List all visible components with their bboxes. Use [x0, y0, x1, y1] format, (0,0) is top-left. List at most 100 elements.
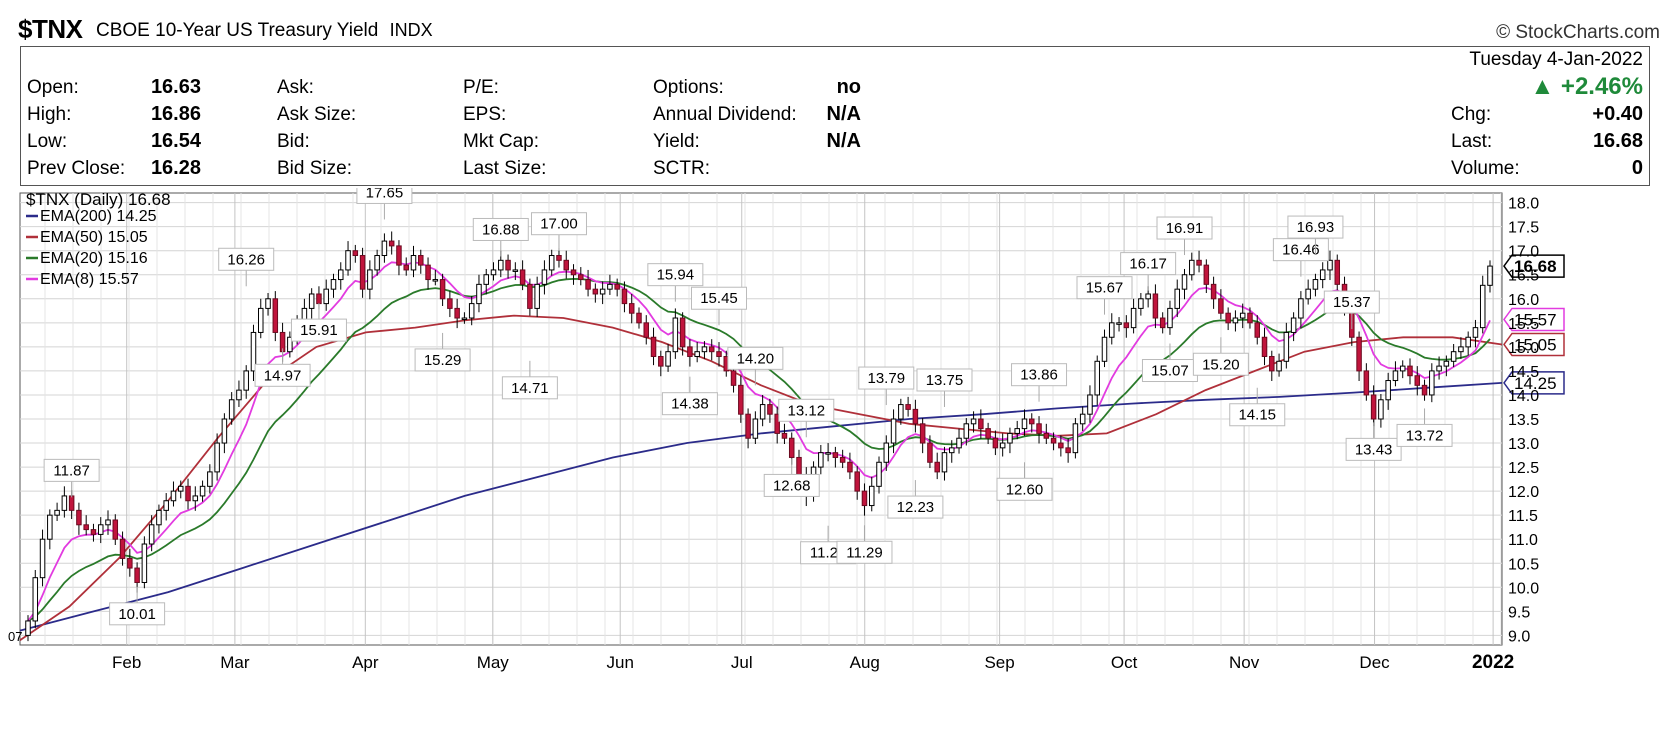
last-value-tag: 15.57 — [1503, 307, 1565, 332]
candle — [1152, 293, 1159, 319]
candle — [658, 355, 664, 367]
candle — [1276, 360, 1282, 372]
annotation-label: 14.71 — [511, 380, 549, 397]
candle — [738, 384, 744, 415]
last-value-tag: 16.68 — [1503, 254, 1565, 278]
annotation-box — [472, 217, 529, 241]
last-value-tag-label: 16.68 — [1514, 257, 1557, 276]
candle — [1392, 370, 1399, 382]
candle — [134, 567, 140, 583]
candle — [1159, 317, 1166, 329]
candle — [418, 255, 424, 266]
candle — [796, 456, 802, 478]
annotation-label: 15.37 — [1333, 294, 1371, 311]
candle — [636, 312, 642, 324]
candle — [461, 317, 468, 321]
candle — [1261, 336, 1268, 357]
x-tick-label: Jul — [731, 653, 753, 672]
candle — [1065, 447, 1071, 454]
candle — [345, 250, 351, 271]
annotation-box — [218, 247, 275, 271]
candle — [265, 298, 271, 309]
candle — [388, 240, 395, 247]
candle — [250, 331, 257, 372]
candle — [1145, 293, 1151, 300]
candle — [956, 437, 962, 449]
annotation-box — [996, 477, 1053, 501]
annotation-label: 17.00 — [540, 216, 578, 233]
candle — [1414, 375, 1421, 386]
candles — [25, 231, 1493, 642]
y-tick-label: 16.0 — [1508, 292, 1539, 309]
candle — [272, 298, 279, 333]
candle — [1072, 423, 1079, 454]
candle — [701, 346, 708, 353]
candle — [1196, 259, 1202, 266]
annotation-box — [356, 188, 413, 204]
candle — [1399, 365, 1406, 372]
annotation-label: 13.43 — [1355, 441, 1393, 458]
candle — [119, 538, 126, 559]
security-full-name: CBOE 10-Year US Treasury Yield — [96, 20, 379, 41]
candle — [1465, 336, 1471, 348]
annotation-label: 13.79 — [868, 370, 906, 387]
annotation-label: 11.29 — [846, 544, 882, 561]
candle — [839, 456, 846, 463]
candle — [1225, 312, 1231, 324]
candle — [592, 288, 599, 295]
annotation-box — [727, 346, 784, 370]
candle — [316, 293, 322, 305]
y-tick-label: 13.5 — [1508, 412, 1539, 429]
candle — [1247, 312, 1253, 324]
candle — [1370, 394, 1377, 420]
y-tick-label: 12.5 — [1508, 460, 1539, 477]
candle — [490, 269, 497, 276]
candle — [1210, 283, 1217, 300]
candle — [519, 269, 526, 285]
edge-label: 07 — [8, 629, 22, 644]
candle — [323, 288, 329, 305]
candle — [214, 442, 220, 473]
candle — [1094, 360, 1100, 396]
candle — [1429, 370, 1435, 396]
ema200-line — [19, 382, 1503, 632]
candle — [948, 447, 955, 454]
chart-legend: $TNX (Daily) 16.68 EMA(200) 14.25 EMA(50)… — [26, 190, 171, 288]
price-chart[interactable]: 11.87 10.01 16.26 14.97 15.91 17.65 15.29 16.88… — [0, 188, 1670, 738]
percent-change: ▲ +2.46% — [1530, 73, 1644, 100]
x-tick-label: Dec — [1359, 653, 1390, 672]
x-tick-label: Nov — [1229, 653, 1260, 672]
volume-label: Volume: — [1451, 158, 1520, 179]
candle — [1189, 259, 1195, 276]
annotation-label: 17.65 — [366, 188, 404, 201]
candle — [1029, 418, 1035, 425]
stockcharts-brand[interactable]: © StockCharts.com — [1496, 22, 1660, 43]
mkt-cap-label: Mkt Cap: — [463, 131, 540, 152]
last-value-tag: 14.25 — [1503, 371, 1565, 395]
candle — [177, 485, 184, 492]
annotation-label: 15.20 — [1202, 356, 1240, 373]
candle — [599, 288, 606, 295]
y-tick-label: 9.5 — [1508, 604, 1530, 621]
annotation-box — [1011, 363, 1068, 387]
chg-label: Chg: — [1451, 104, 1492, 125]
annotation-label: 13.75 — [926, 372, 964, 389]
candle — [759, 404, 766, 420]
candle — [258, 307, 264, 333]
candle — [47, 514, 53, 540]
candle — [999, 442, 1006, 449]
candle — [970, 418, 977, 425]
candle — [570, 269, 577, 276]
candle — [643, 322, 650, 338]
candle — [54, 509, 60, 516]
x-tick-label: May — [477, 653, 510, 672]
last-value-tag-shape — [1503, 371, 1565, 395]
candle — [236, 389, 242, 401]
candle — [1407, 365, 1413, 377]
candle — [578, 274, 584, 281]
candle — [454, 307, 460, 319]
candle — [1487, 265, 1493, 286]
annotation-box — [1120, 252, 1177, 276]
candle — [207, 471, 213, 487]
candle — [752, 418, 759, 439]
